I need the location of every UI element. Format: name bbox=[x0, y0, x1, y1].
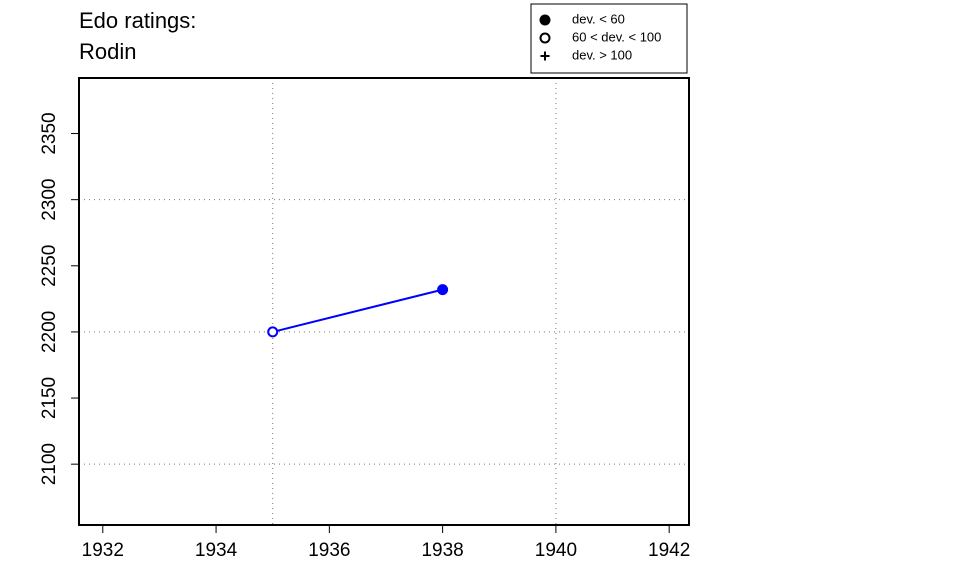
chart-title: Edo ratings: bbox=[79, 8, 196, 33]
x-tick-label: 1934 bbox=[195, 540, 238, 561]
marker bbox=[267, 326, 279, 338]
legend-label: dev. < 60 bbox=[572, 11, 625, 26]
y-tick-label: 2300 bbox=[39, 179, 60, 221]
plot-border bbox=[78, 77, 690, 526]
x-tick-label: 1932 bbox=[82, 540, 124, 561]
y-tick-label: 2200 bbox=[39, 311, 60, 353]
legend-box bbox=[530, 3, 688, 74]
y-tick-label: 2150 bbox=[39, 377, 60, 419]
y-tick-label: 2100 bbox=[39, 443, 60, 485]
line bbox=[272, 288, 443, 333]
x-tick-label: 1936 bbox=[308, 540, 350, 561]
x-tick-label: 1942 bbox=[648, 540, 690, 561]
marker bbox=[437, 284, 449, 296]
legend-symbol bbox=[539, 32, 551, 44]
x-tick-label: 1938 bbox=[421, 540, 463, 561]
y-tick-label: 2350 bbox=[39, 112, 60, 154]
legend-symbol bbox=[539, 14, 551, 26]
chart-subtitle: Rodin bbox=[79, 39, 136, 64]
x-tick-label: 1940 bbox=[535, 540, 577, 561]
legend-symbol bbox=[540, 51, 550, 61]
legend-label: dev. > 100 bbox=[572, 47, 632, 62]
legend-label: 60 < dev. < 100 bbox=[572, 29, 661, 44]
y-tick-label: 2250 bbox=[39, 245, 60, 287]
